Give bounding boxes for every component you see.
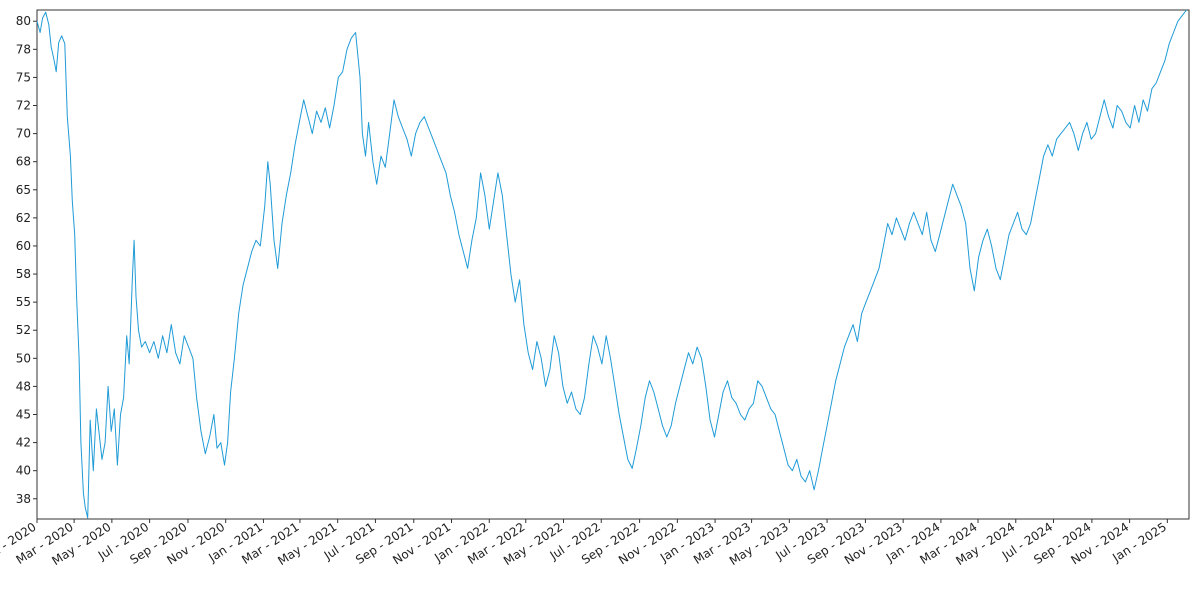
y-tick-label: 52 bbox=[16, 323, 31, 337]
y-tick-label: 42 bbox=[16, 436, 31, 450]
y-tick-label: 48 bbox=[16, 379, 31, 393]
y-tick-label: 38 bbox=[16, 492, 31, 506]
series-line bbox=[36, 9, 1187, 519]
y-tick-label: 80 bbox=[16, 14, 31, 28]
y-axis: 38 40 42 45 48 50 52 55 58 60 62 65 68 70 72 75 78 80 bbox=[16, 14, 37, 506]
plot-frame bbox=[36, 9, 1190, 520]
y-tick-label: 40 bbox=[16, 464, 31, 478]
y-tick-label: 78 bbox=[16, 42, 31, 56]
y-tick-label: 50 bbox=[16, 351, 31, 365]
y-tick-label: 62 bbox=[16, 211, 31, 225]
y-tick-label: 55 bbox=[16, 295, 31, 309]
series-layer bbox=[36, 9, 1187, 519]
plot-area: 38 40 42 45 48 50 52 55 58 60 62 65 68 70 72 75 78 80 Jan… bbox=[0, 9, 1190, 568]
y-tick-label: 45 bbox=[16, 408, 31, 422]
y-tick-label: 65 bbox=[16, 183, 31, 197]
y-tick-label: 60 bbox=[16, 239, 31, 253]
y-tick-label: 68 bbox=[16, 155, 31, 169]
y-tick-label: 58 bbox=[16, 267, 31, 281]
y-tick-label: 72 bbox=[16, 99, 31, 113]
y-tick-label: 75 bbox=[16, 70, 31, 84]
y-tick-label: 70 bbox=[16, 127, 31, 141]
